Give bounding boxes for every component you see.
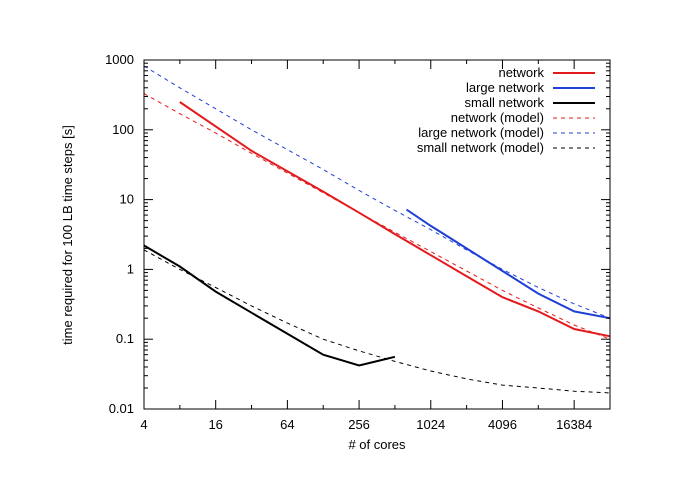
series-lines — [143, 65, 611, 394]
y-tick-label: 0.01 — [109, 401, 134, 416]
x-tick-label: 4096 — [488, 417, 517, 432]
series-line-network-model — [143, 93, 611, 340]
series-line-large-network — [405, 208, 611, 320]
series-line-small-network-model — [143, 249, 611, 394]
legend-label: small network (model) — [417, 140, 544, 155]
x-tick-label: 16 — [208, 417, 222, 432]
legend-label: network (model) — [451, 110, 544, 125]
y-tick-label: 0.1 — [116, 331, 134, 346]
x-tick-label: 256 — [348, 417, 370, 432]
x-axis-label: # of cores — [348, 437, 406, 452]
y-tick-label: 100 — [112, 122, 134, 137]
y-tick-label: 1000 — [105, 52, 134, 67]
y-axis-label: time required for 100 LB time steps [s] — [60, 125, 75, 345]
axis-ticks: 4 16 64 256 1024 4096 16384 0.01 0.1 1 10 100 1000 — [105, 52, 611, 432]
x-tick-label: 4 — [140, 417, 147, 432]
x-tick-label: 64 — [280, 417, 294, 432]
legend-label: network — [498, 65, 544, 80]
y-tick-label: 1 — [127, 261, 134, 276]
series-line-network — [179, 101, 611, 338]
series-line-large-network-model — [143, 65, 611, 319]
legend-label: large network — [466, 80, 545, 95]
y-tick-label: 10 — [120, 192, 134, 207]
legend-label: large network (model) — [418, 125, 544, 140]
plot-frame — [143, 59, 611, 410]
legend-label: small network — [465, 95, 545, 110]
x-tick-label: 1024 — [416, 417, 445, 432]
x-tick-label: 16384 — [556, 417, 592, 432]
series-line-small-network — [143, 244, 396, 367]
